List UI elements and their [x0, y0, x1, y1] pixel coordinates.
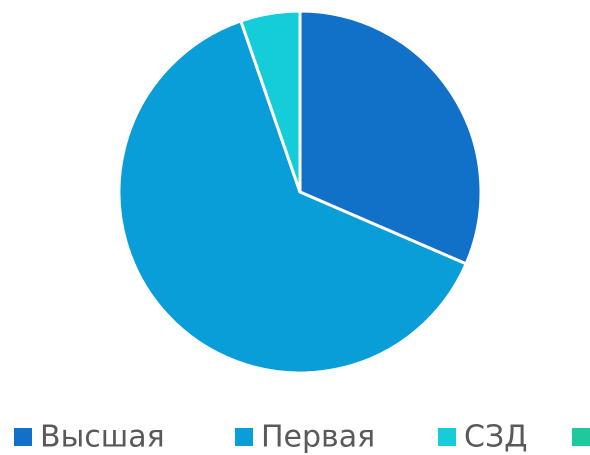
legend-label: Первая	[261, 420, 375, 455]
legend-label: СЗД	[464, 420, 528, 455]
legend-swatch	[438, 428, 456, 446]
legend-label: Высшая	[40, 420, 165, 455]
legend-swatch	[14, 428, 32, 446]
pie-slice	[298, 9, 483, 266]
pie-slice	[117, 19, 468, 375]
legend-swatch	[572, 428, 590, 446]
legend-swatch	[235, 428, 253, 446]
